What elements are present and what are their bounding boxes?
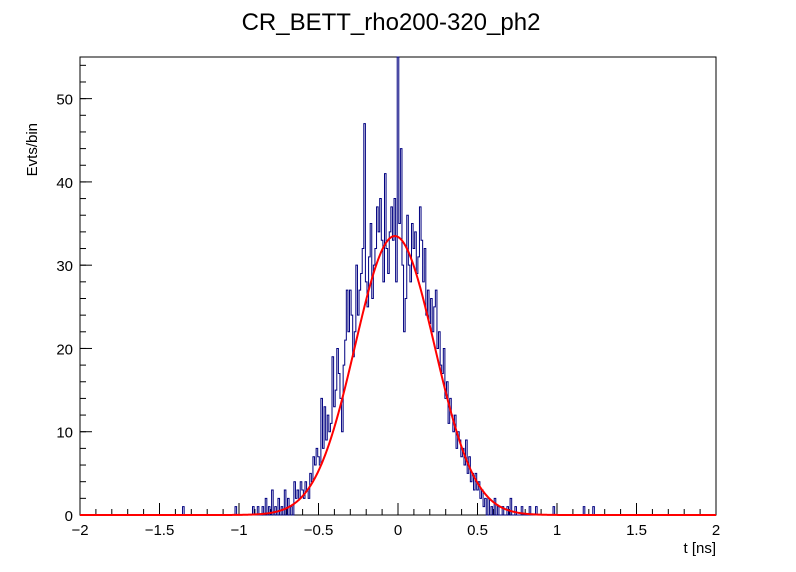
x-tick-label: 2 [712,522,720,539]
x-tick-label: 1 [553,522,561,539]
x-tick-label: 0.5 [467,522,488,539]
y-tick-label: 40 [56,175,73,192]
y-axis-label: Evts/bin [24,123,41,176]
y-tick-label: 0 [65,508,73,525]
chart-title: CR_BETT_rho200-320_ph2 [242,9,541,36]
y-tick-label: 20 [56,341,73,358]
x-tick-label: 1.5 [626,522,647,539]
y-tick-label: 50 [56,92,73,109]
x-axis-label: t [ns] [683,540,716,557]
x-tick-label: −1 [230,522,247,539]
x-tick-label: −2 [71,522,88,539]
gaussian-fit-line [80,235,716,516]
x-tick-label: 0 [394,522,402,539]
x-tick-label: −0.5 [304,522,334,539]
y-tick-label: 30 [56,258,73,275]
y-tick-label: 10 [56,425,73,442]
x-tick-label: −1.5 [145,522,175,539]
fit-series [80,235,716,516]
